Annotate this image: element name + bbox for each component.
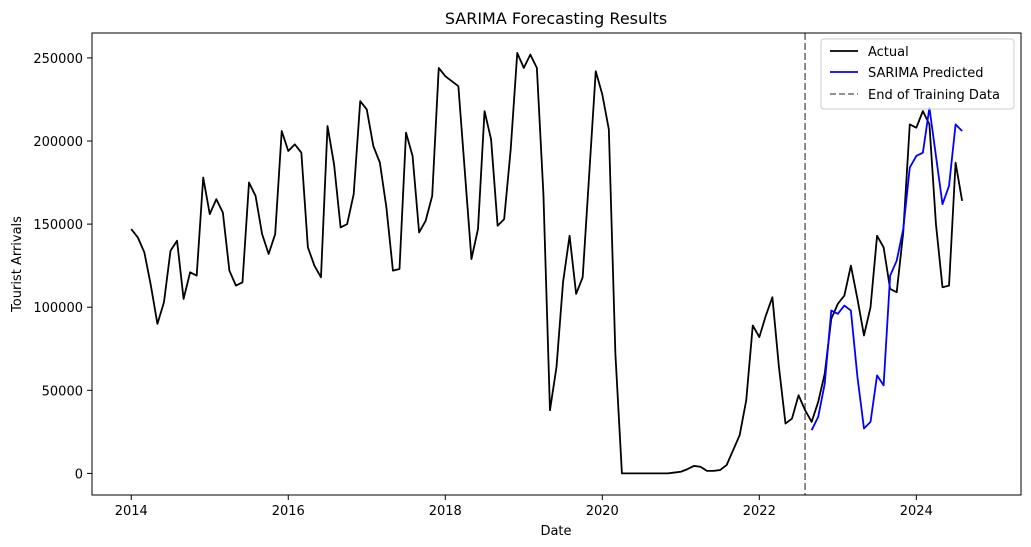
legend-box	[820, 38, 1015, 110]
series-line-actual	[130, 52, 964, 475]
series-group	[130, 52, 964, 475]
x-tick-label: 2024	[900, 504, 933, 519]
legend-label-predicted: SARIMA Predicted	[868, 66, 984, 81]
x-tick-label: 2018	[429, 504, 462, 519]
y-tick-label: 0	[75, 467, 83, 482]
y-axis-label: Tourist Arrivals	[10, 216, 25, 313]
y-tick-label: 200000	[33, 135, 83, 150]
x-axis-ticks: 2014 2016 2018 2020 2022 2024	[115, 495, 933, 519]
y-tick-label: 50000	[42, 384, 83, 399]
legend: Actual SARIMA Predicted End of Training …	[820, 38, 1015, 110]
x-tick-label: 2016	[272, 504, 305, 519]
y-tick-label: 250000	[33, 52, 83, 67]
series-line-predicted	[810, 106, 963, 431]
y-axis-ticks: 0 50000 100000 150000 200000 250000	[33, 52, 92, 482]
y-tick-label: 150000	[33, 218, 83, 233]
chart-title: SARIMA Forecasting Results	[445, 9, 667, 28]
x-tick-label: 2014	[115, 504, 148, 519]
x-tick-label: 2022	[743, 504, 776, 519]
legend-label-actual: Actual	[868, 45, 909, 60]
plot-frame	[91, 32, 1022, 496]
plot-area	[92, 33, 1021, 495]
x-axis-label: Date	[540, 524, 571, 539]
y-tick-label: 100000	[33, 301, 83, 316]
x-tick-label: 2020	[586, 504, 619, 519]
legend-label-training-end: End of Training Data	[868, 88, 1000, 103]
